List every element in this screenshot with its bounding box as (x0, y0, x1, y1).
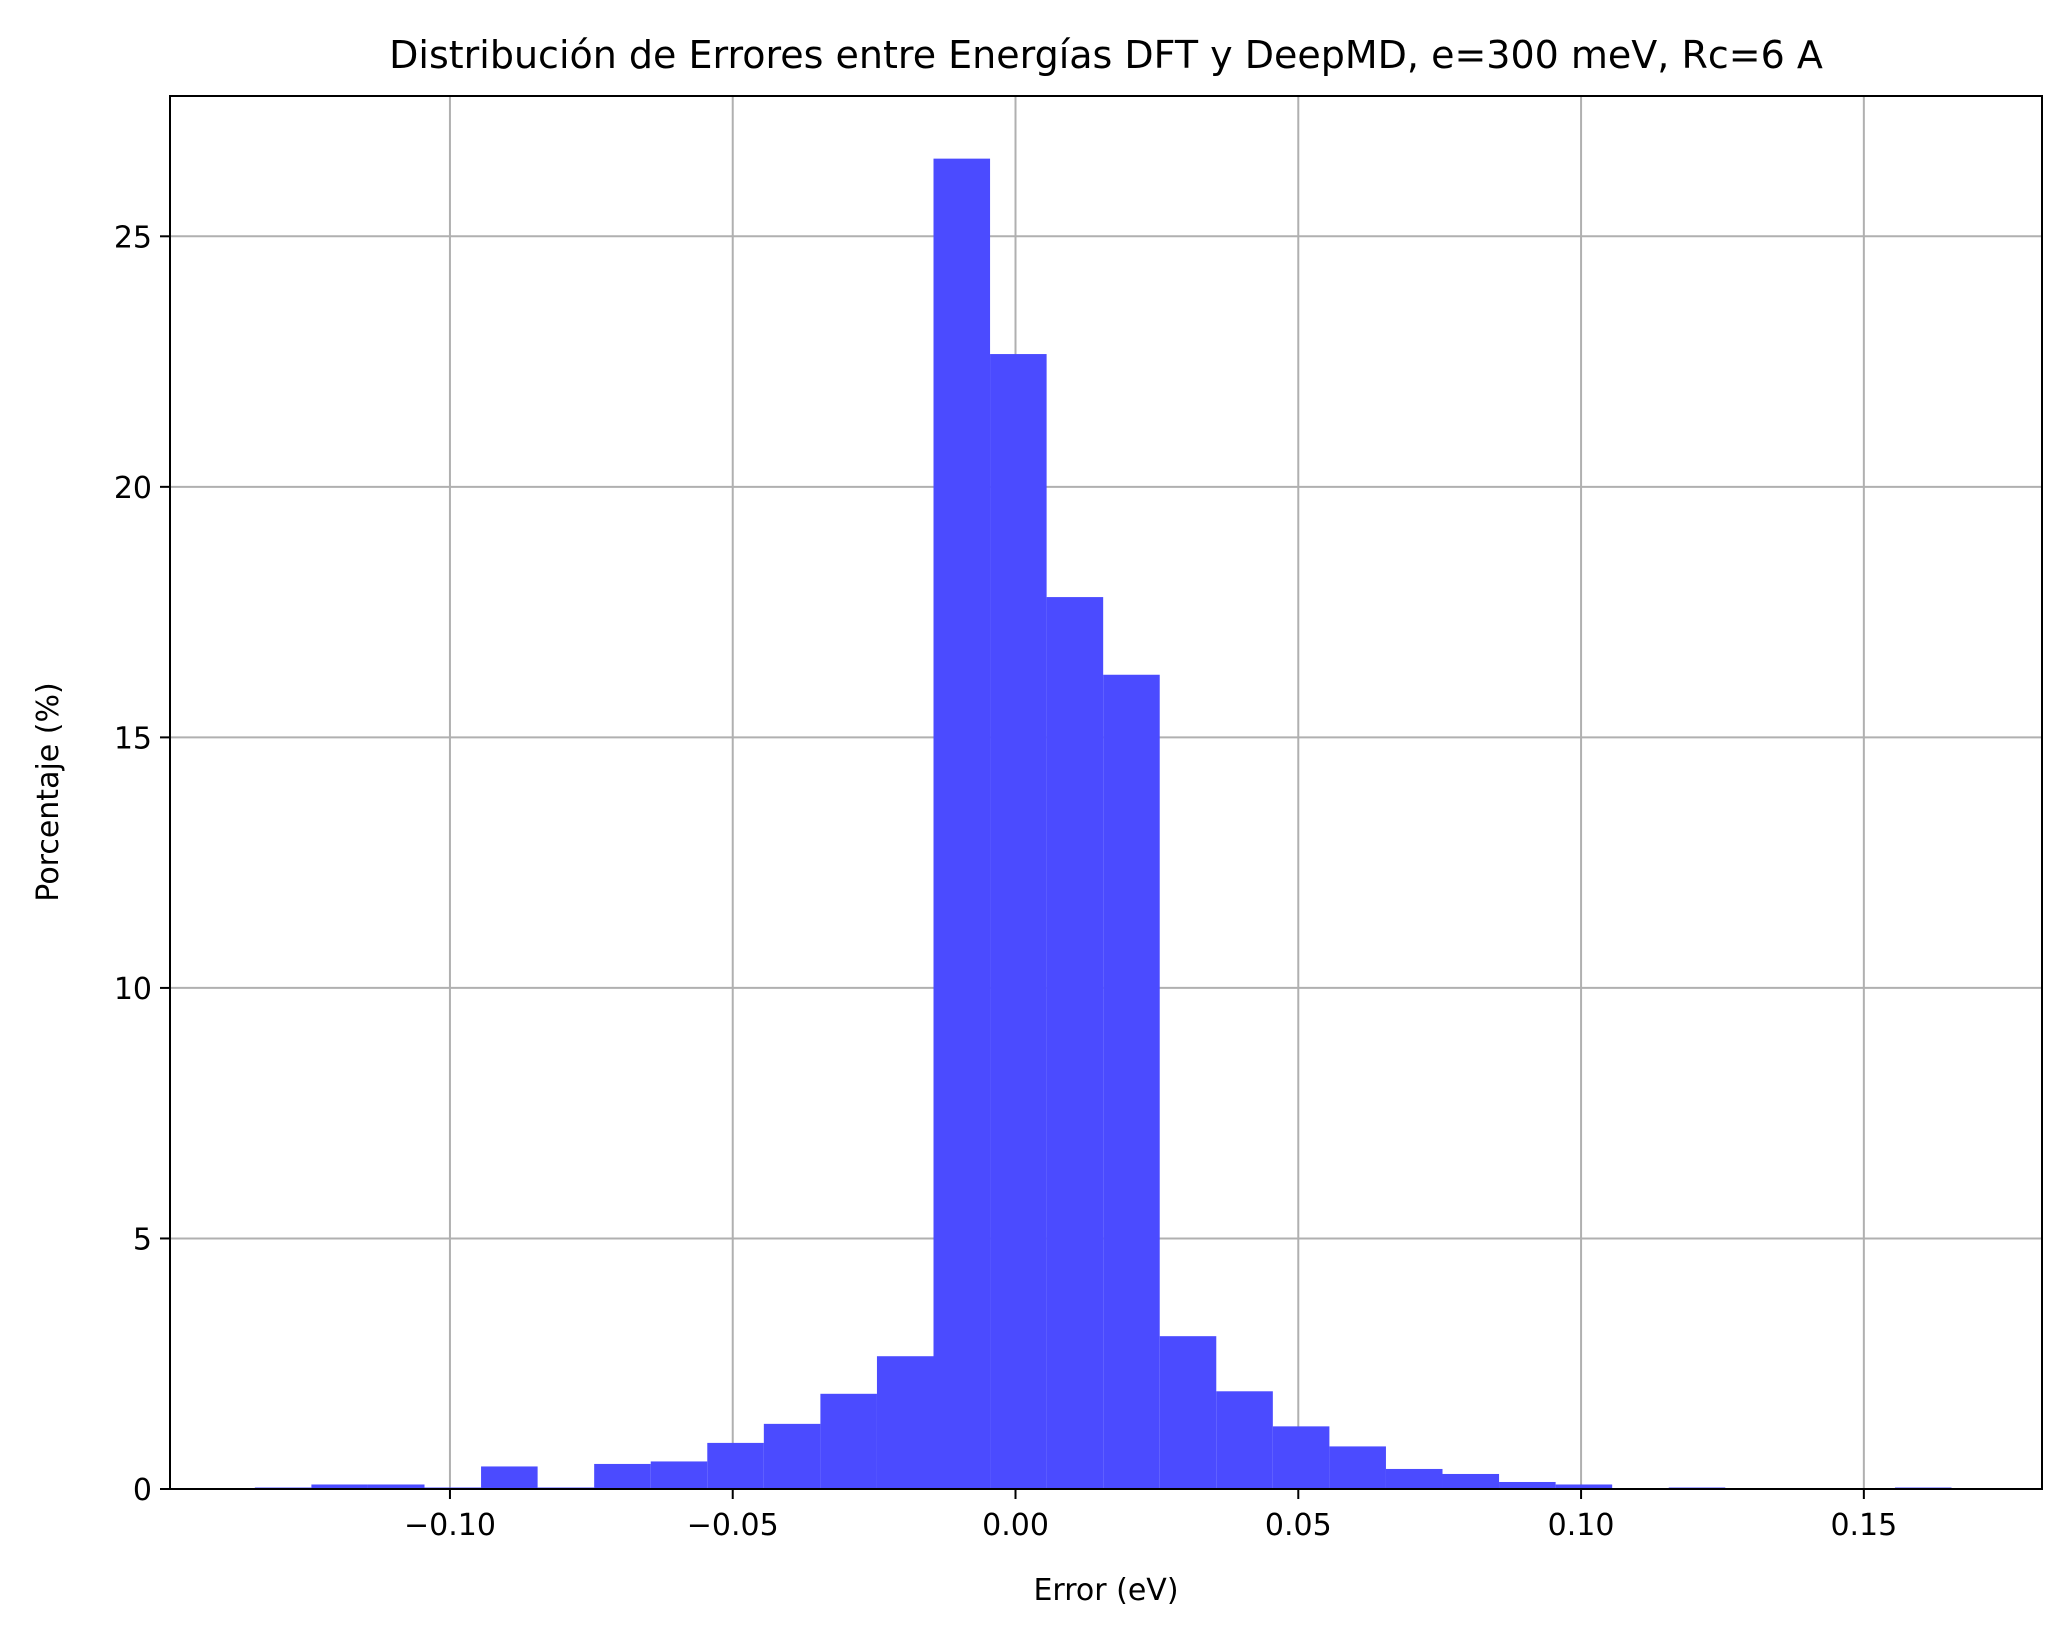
histogram-bar (1046, 597, 1104, 1489)
x-tick-label: 0.00 (982, 1508, 1049, 1543)
histogram-bar (1499, 1481, 1556, 1489)
histogram-bar (876, 1356, 934, 1489)
histogram-bar (1216, 1391, 1273, 1489)
x-tick-label: −0.10 (404, 1508, 496, 1543)
x-axis-ticks: −0.10 −0.05 0.00 0.05 0.10 0.15 (404, 1489, 1897, 1543)
y-tick-label: 25 (114, 220, 152, 255)
y-tick-label: 0 (133, 1473, 152, 1508)
histogram-bar (820, 1393, 877, 1489)
histogram-bar (367, 1484, 425, 1489)
y-tick-label: 10 (114, 972, 152, 1007)
histogram-bar (1442, 1473, 1500, 1489)
y-axis-ticks: 0 5 10 15 20 25 (114, 220, 170, 1508)
x-tick-label: 0.15 (1830, 1508, 1897, 1543)
x-tick-label: −0.05 (687, 1508, 779, 1543)
x-axis-label: Error (eV) (1033, 1573, 1178, 1608)
x-tick-label: 0.05 (1265, 1508, 1332, 1543)
chart-title: Distribución de Errores entre Energías D… (389, 33, 1823, 77)
histogram-bar (481, 1466, 538, 1489)
histogram-bar (1385, 1468, 1443, 1489)
y-tick-label: 15 (114, 721, 152, 756)
plot-frame (169, 95, 2043, 1490)
histogram-bars (254, 158, 1952, 1489)
histogram-bar (650, 1461, 708, 1489)
histogram-bar (1272, 1426, 1330, 1489)
y-axis-label: Porcentaje (%) (31, 682, 66, 901)
histogram-bar (311, 1484, 368, 1489)
histogram-bar (594, 1463, 651, 1489)
y-tick-label: 20 (114, 471, 152, 506)
histogram-bar (1159, 1336, 1217, 1489)
x-tick-label: 0.10 (1548, 1508, 1615, 1543)
y-tick-label: 5 (133, 1222, 152, 1257)
histogram-bar (1555, 1484, 1613, 1489)
histogram-bar (1103, 674, 1160, 1489)
histogram-bar (933, 158, 991, 1489)
histogram-bar (707, 1442, 764, 1489)
histogram-bar (990, 354, 1047, 1489)
histogram-bar (1329, 1446, 1386, 1489)
histogram-bar (763, 1423, 821, 1489)
